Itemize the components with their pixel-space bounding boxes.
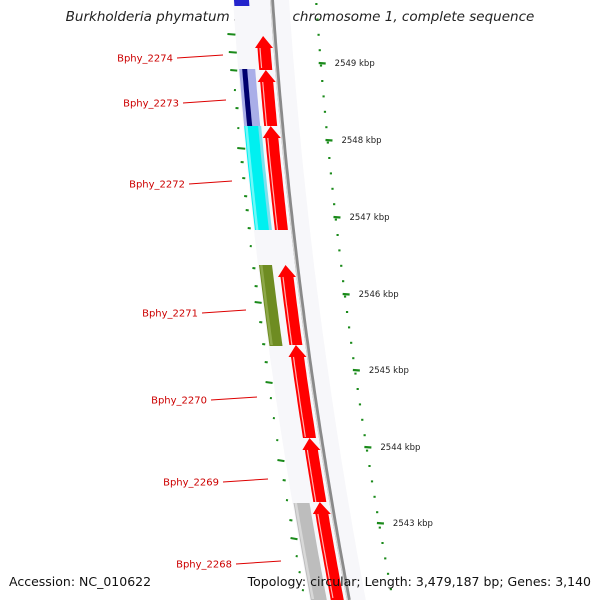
gene-label-text: Bphy_2269 [163,478,219,489]
gene-leader-line [182,99,227,104]
scale-tick-label: 2548 kbp [341,136,381,146]
gene-label: Bphy_2272 [129,180,233,191]
gene-label-text: Bphy_2271 [142,309,198,320]
scale-tick-label: 2545 kbp [369,366,409,376]
gene-labels: Bphy_2274 Bphy_2273 Bphy_2272 Bphy_2271 Bphy… [117,54,282,571]
gene-leader-line [188,180,233,185]
track-tick [230,69,238,72]
accession-text: Accession: NC_010622 [9,574,152,589]
gene-leader-line [210,396,258,401]
scale-major-tick [364,445,372,449]
track-tick [254,301,262,304]
cog-strip-cyan [244,126,271,230]
track-tick [290,537,298,541]
backbone-highlight [270,0,348,600]
gene-label: Bphy_2274 [117,54,224,65]
gene-label-text: Bphy_2273 [123,99,179,110]
feature-track [233,0,344,600]
track-tick [227,33,236,36]
backbone-line [270,0,351,600]
cog-strip-navy [242,69,253,126]
forward-cds-arrow [288,345,316,438]
forward-cds-arrow [257,70,278,127]
gene-leader-line [176,54,224,59]
track-tick [228,51,237,54]
forward-cds-arrow [278,265,303,346]
genome-summary-text: Topology: circular; Length: 3,479,187 bp… [247,574,591,589]
gene-label-text: Bphy_2274 [117,54,173,65]
map-background [227,0,366,600]
map-title: Burkholderia phymatum STM815 chromosome … [65,9,535,25]
scale-major-tick [318,61,326,65]
forward-cds-arrow [262,126,288,231]
scale-tick-label: 2547 kbp [349,213,389,223]
gene-leader-line [222,478,269,483]
track-tick [289,519,293,522]
cog-strip-olive [259,265,283,346]
cog-strip-blue [233,0,250,6]
scale-ruler: 2549 kbp 2548 kbp 2547 kbp 2546 kbp 2545 kbp… [315,3,433,591]
forward-cds-arrow [255,36,273,70]
scale-tick-label: 2546 kbp [359,290,399,300]
scale-major-tick [325,138,333,142]
gene-label: Bphy_2269 [163,478,269,489]
track-tick [277,459,285,463]
scale-major-tick [342,292,350,296]
gene-leader-line [201,309,247,314]
cog-strip-gray [293,503,327,600]
gene-leader-line [235,560,282,565]
gene-label: Bphy_2271 [142,309,247,320]
scale-tick-label: 2544 kbp [380,443,420,453]
scale-major-tick [376,521,384,525]
forward-cds-arrow [302,438,327,503]
gene-label-text: Bphy_2272 [129,180,185,191]
gene-label: Bphy_2268 [176,560,282,571]
track-tick [265,381,273,385]
gene-label: Bphy_2273 [123,99,227,110]
forward-cds-arrow [312,502,344,600]
gene-label: Bphy_2270 [151,396,258,407]
track-tick [237,147,246,150]
gene-label-text: Bphy_2268 [176,560,232,571]
cog-strip-cyan-edge [258,126,272,230]
scale-major-tick [352,368,360,372]
scale-major-tick [333,215,341,219]
scale-tick-label: 2549 kbp [335,59,375,69]
gene-label-text: Bphy_2270 [151,396,207,407]
scale-tick-label: 2543 kbp [393,519,433,529]
